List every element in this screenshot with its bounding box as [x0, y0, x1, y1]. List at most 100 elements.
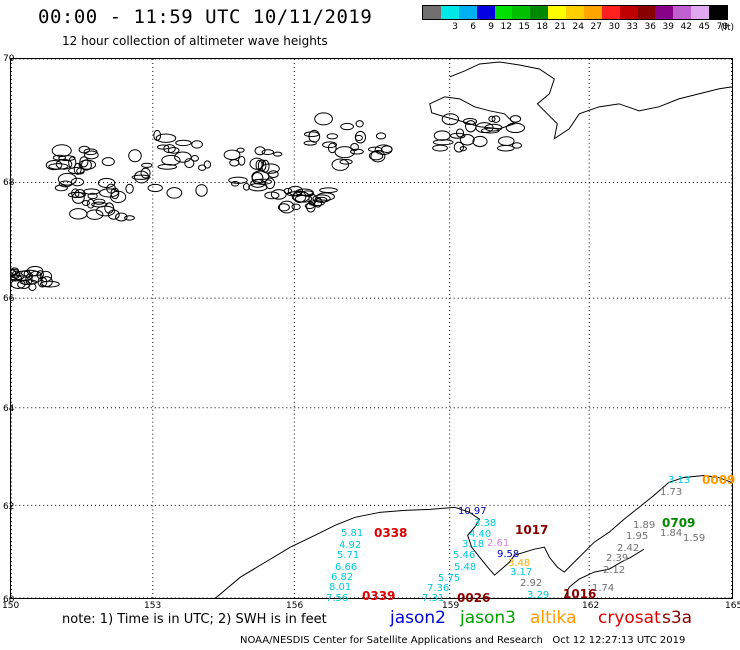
scale-swatch-12: [637, 6, 656, 19]
lat-label: 68: [3, 178, 15, 188]
ice-floe: [367, 146, 383, 153]
scale-label: 3: [452, 22, 458, 32]
ice-floe: [115, 212, 128, 222]
swh-observation: 7.31: [422, 593, 445, 604]
ice-floe: [147, 183, 163, 193]
ice-floe: [45, 160, 63, 171]
ice-floe: [354, 130, 367, 144]
ice-floe: [87, 192, 98, 200]
scale-swatch-3: [476, 6, 495, 19]
ice-floe: [462, 117, 478, 125]
ice-floe: [198, 164, 207, 171]
swh-observation: 1.84: [660, 528, 683, 539]
ice-floe: [167, 146, 180, 154]
lon-label: 156: [286, 601, 304, 611]
ice-floe: [83, 150, 99, 160]
ice-floe: [441, 113, 460, 126]
ice-floe: [242, 182, 250, 191]
ice-floe: [101, 157, 115, 167]
arctic-coast-2: [429, 96, 516, 130]
ice-floe: [475, 122, 494, 134]
scale-label: 21: [554, 22, 566, 32]
ice-floe: [175, 139, 192, 147]
lon-label: 165: [725, 601, 740, 611]
ice-floe: [472, 135, 488, 148]
coastline-inlet: [563, 548, 645, 598]
scale-label: 30: [608, 22, 620, 32]
swh-observation: 2.39: [606, 553, 629, 564]
track-time-label: 0338: [374, 526, 408, 540]
ice-floe: [316, 192, 335, 201]
ice-floe: [370, 150, 386, 163]
ice-floe: [68, 166, 85, 175]
ice-floe: [261, 149, 275, 156]
ice-floe: [71, 191, 85, 204]
swh-observation: 1.73: [660, 487, 683, 498]
ice-floe: [11, 279, 26, 289]
ice-floe: [455, 128, 465, 138]
ice-floe: [21, 276, 30, 286]
swh-observation: 2.92: [520, 578, 543, 589]
ice-floe: [236, 147, 245, 153]
lat-label: 66: [3, 294, 15, 304]
scale-label: 9: [488, 22, 494, 32]
scale-swatch-6: [530, 6, 549, 19]
ice-floe: [68, 156, 77, 169]
ice-floe: [277, 203, 290, 212]
ice-floe: [91, 201, 108, 208]
swh-observation: 5.81: [341, 528, 364, 539]
ice-floe: [107, 209, 120, 220]
scale-label: 15: [518, 22, 530, 32]
scale-unit: (ft): [720, 23, 734, 33]
ice-floe: [83, 148, 98, 156]
lat-lon-grid: [11, 59, 732, 598]
ice-floe: [195, 184, 208, 197]
lon-label: 162: [582, 601, 600, 611]
swh-observation: 1.89: [633, 520, 656, 531]
ice-floe: [491, 115, 501, 123]
ice-floe: [505, 122, 526, 134]
swh-observation: 7.56: [326, 593, 349, 604]
ice-floe: [156, 144, 170, 150]
ice-floe: [106, 183, 116, 194]
ice-floe: [433, 130, 451, 141]
satellite-s3a: s3a: [662, 608, 693, 628]
track-time-label: 1016: [563, 587, 597, 601]
ice-floe: [124, 215, 135, 221]
ice-floe: [140, 167, 151, 179]
map-subtitle: 12 hour collection of altimeter wave hei…: [62, 34, 328, 48]
ice-floe: [57, 172, 77, 186]
ice-floe: [78, 145, 91, 154]
ice-floe: [231, 180, 240, 187]
ice-floe: [511, 142, 523, 149]
scale-swatch-13: [655, 6, 674, 19]
ice-floe: [264, 177, 276, 190]
ice-floe: [459, 146, 467, 152]
ice-floe: [58, 155, 76, 162]
ice-floe: [278, 200, 295, 214]
scale-swatch-1: [440, 6, 459, 19]
scale-swatch-7: [548, 6, 566, 19]
ice-floe: [251, 170, 270, 183]
ice-floe: [39, 270, 53, 283]
arctic-coast: [449, 61, 732, 140]
track-time-label: 0709: [662, 516, 696, 530]
scale-swatch-11: [619, 6, 638, 19]
lon-label: 150: [2, 601, 20, 611]
ice-floe: [153, 129, 162, 141]
swh-observation: 1.95: [626, 531, 649, 542]
scale-swatch-5: [512, 6, 531, 19]
swh-observation: 7.36: [427, 583, 450, 594]
lat-label: 64: [3, 404, 15, 414]
ice-floe: [79, 156, 89, 168]
scale-swatch-10: [601, 6, 620, 19]
satellite-altika: altika: [530, 608, 577, 628]
ice-floe: [450, 132, 466, 139]
scale-label: 18: [536, 22, 548, 32]
ice-floe: [125, 183, 134, 194]
swh-observation: 5.46: [453, 550, 476, 561]
ice-floe: [432, 139, 454, 146]
ice-floe: [287, 185, 303, 196]
ice-floes: [11, 112, 526, 291]
track-time-label: 0026: [457, 591, 491, 605]
